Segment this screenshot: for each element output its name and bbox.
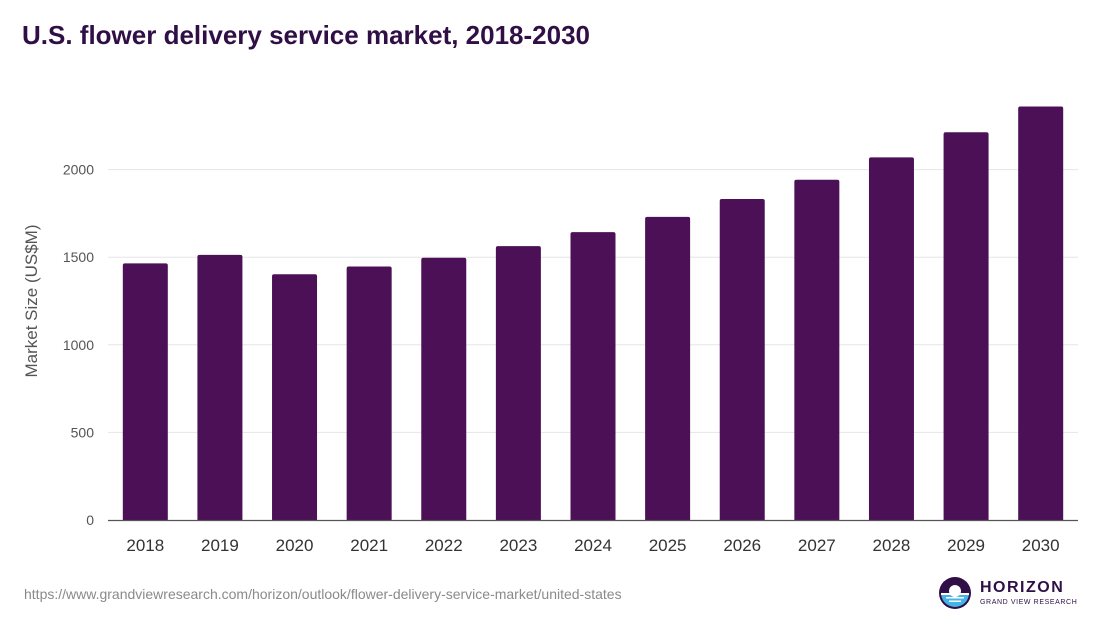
- bar-2024: [570, 232, 616, 520]
- logo-subtitle: GRAND VIEW RESEARCH: [980, 599, 1078, 606]
- x-tick-labels: 2018 2019 2020 2021 2022 2023 2024 2025 2026 2027…: [126, 536, 1059, 555]
- x-tick-label: 2021: [350, 536, 388, 555]
- bar-2029: [943, 132, 989, 520]
- y-tick-label: 500: [71, 424, 95, 440]
- horizon-logo-icon: [939, 577, 971, 609]
- horizon-logo: HORIZON GRAND VIEW RESEARCH: [938, 576, 1077, 610]
- x-tick-label: 2030: [1022, 536, 1060, 555]
- x-tick-label: 2024: [574, 536, 612, 555]
- bar-2020: [272, 274, 318, 520]
- source-url: https://www.grandviewresearch.com/horizo…: [24, 586, 622, 602]
- bar-2027: [794, 179, 840, 520]
- bar-2018: [122, 263, 168, 520]
- bar-2026: [719, 199, 765, 520]
- bar-2028: [868, 157, 914, 520]
- x-tick-label: 2022: [425, 536, 463, 555]
- x-tick-label: 2029: [947, 536, 985, 555]
- x-tick-label: 2025: [649, 536, 687, 555]
- bar-2025: [645, 216, 691, 521]
- y-tick-label: 0: [86, 512, 94, 528]
- x-tick-label: 2027: [798, 536, 836, 555]
- y-tick-label: 2000: [63, 162, 94, 178]
- x-tick-label: 2026: [723, 536, 761, 555]
- logo-name: HORIZON: [980, 579, 1065, 596]
- x-tick-label: 2019: [201, 536, 239, 555]
- y-tick-label: 1000: [63, 337, 94, 353]
- x-tick-label: 2018: [126, 536, 164, 555]
- bars: [122, 106, 1064, 521]
- x-tick-label: 2028: [873, 536, 911, 555]
- chart-title: U.S. flower delivery service market, 201…: [22, 20, 591, 50]
- y-tick-labels: 0 500 1000 1500 2000: [63, 162, 94, 528]
- bar-2019: [197, 254, 243, 520]
- x-tick-label: 2020: [276, 536, 314, 555]
- bar-chart: 0 500 1000 1500 2000 2018 2019 2020 2021 2022 202…: [22, 106, 1078, 555]
- x-tick-label: 2023: [499, 536, 537, 555]
- y-axis-label: Market Size (US$M): [22, 224, 41, 377]
- bar-2021: [346, 266, 392, 520]
- bar-2023: [495, 246, 541, 520]
- bar-2030: [1018, 106, 1064, 520]
- bar-2022: [421, 257, 467, 520]
- y-tick-label: 1500: [63, 249, 94, 265]
